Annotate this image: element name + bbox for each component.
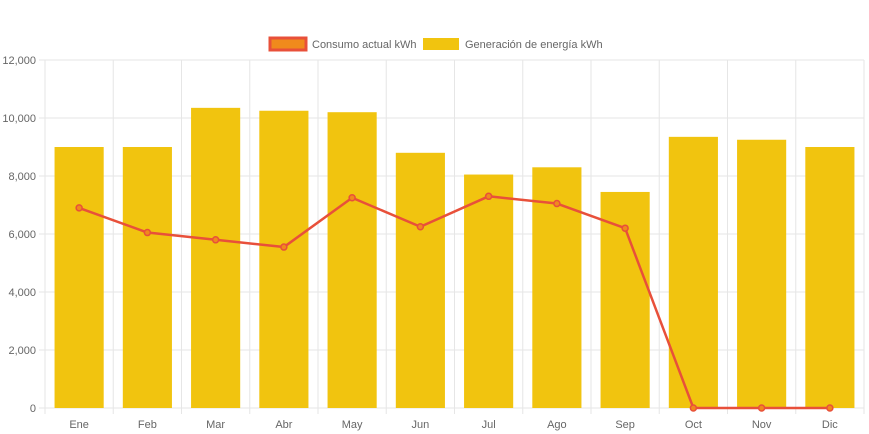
line-point[interactable] — [348, 194, 356, 202]
legend-label-generacion: Generación de energía kWh — [465, 39, 603, 51]
x-tick-label: Ene — [69, 419, 89, 431]
bar-series-generacion — [54, 107, 855, 408]
x-tick-label: May — [342, 419, 363, 431]
line-point[interactable] — [416, 223, 425, 231]
line-point[interactable] — [689, 404, 698, 412]
bar[interactable] — [395, 152, 445, 408]
line-series-consumo — [75, 192, 834, 412]
y-tick-label: 10,000 — [2, 113, 36, 125]
bar[interactable] — [532, 167, 582, 408]
legend-item-consumo[interactable]: Consumo actual kWh — [268, 36, 417, 52]
y-tick-label: 8,000 — [8, 171, 36, 183]
bar[interactable] — [191, 107, 241, 408]
x-tick-label: Dic — [822, 419, 838, 431]
x-tick-label: Jun — [412, 419, 430, 431]
line-point[interactable] — [826, 404, 834, 412]
bar[interactable] — [805, 147, 855, 408]
x-tick-label: Sep — [615, 419, 635, 431]
y-tick-label: 0 — [30, 403, 36, 415]
line-path — [78, 195, 830, 410]
line-point[interactable] — [143, 228, 152, 237]
bar[interactable] — [327, 112, 377, 408]
line-point[interactable] — [553, 199, 561, 208]
bar[interactable] — [737, 139, 787, 408]
line-point[interactable] — [280, 243, 288, 251]
x-tick-label: Oct — [685, 419, 702, 431]
legend-item-generacion[interactable]: Generación de energía kWh — [423, 38, 603, 51]
x-tick-label: Jul — [482, 419, 496, 431]
bar[interactable] — [54, 147, 104, 408]
legend-swatch-generacion — [423, 38, 459, 50]
bar[interactable] — [259, 110, 309, 408]
x-tick-label: Ago — [547, 419, 567, 431]
bar[interactable] — [122, 147, 172, 408]
bar[interactable] — [464, 174, 514, 408]
y-tick-label: 4,000 — [8, 287, 36, 299]
bar[interactable] — [668, 136, 718, 408]
y-tick-label: 12,000 — [2, 55, 36, 67]
y-tick-label: 6,000 — [8, 229, 36, 241]
line-point[interactable] — [621, 224, 629, 232]
legend-swatch-consumo — [268, 36, 308, 52]
line-point[interactable] — [211, 236, 220, 244]
grid — [39, 59, 865, 414]
x-tick-label: Mar — [206, 419, 225, 431]
line-point[interactable] — [75, 204, 83, 212]
legend-label-consumo: Consumo actual kWh — [312, 39, 417, 51]
x-tick-label: Abr — [275, 419, 292, 431]
bar[interactable] — [600, 191, 650, 408]
line-point[interactable] — [757, 404, 766, 412]
y-tick-label: 2,000 — [8, 345, 36, 357]
x-tick-label: Nov — [752, 419, 772, 431]
x-tick-label: Feb — [138, 419, 157, 431]
axes: 0 2,000 4,000 6,000 8,000 10,000 12,000 Ene Feb M… — [2, 55, 838, 431]
line-point[interactable] — [484, 192, 493, 201]
legend: Consumo actual kWh Generación de energía… — [268, 36, 603, 52]
